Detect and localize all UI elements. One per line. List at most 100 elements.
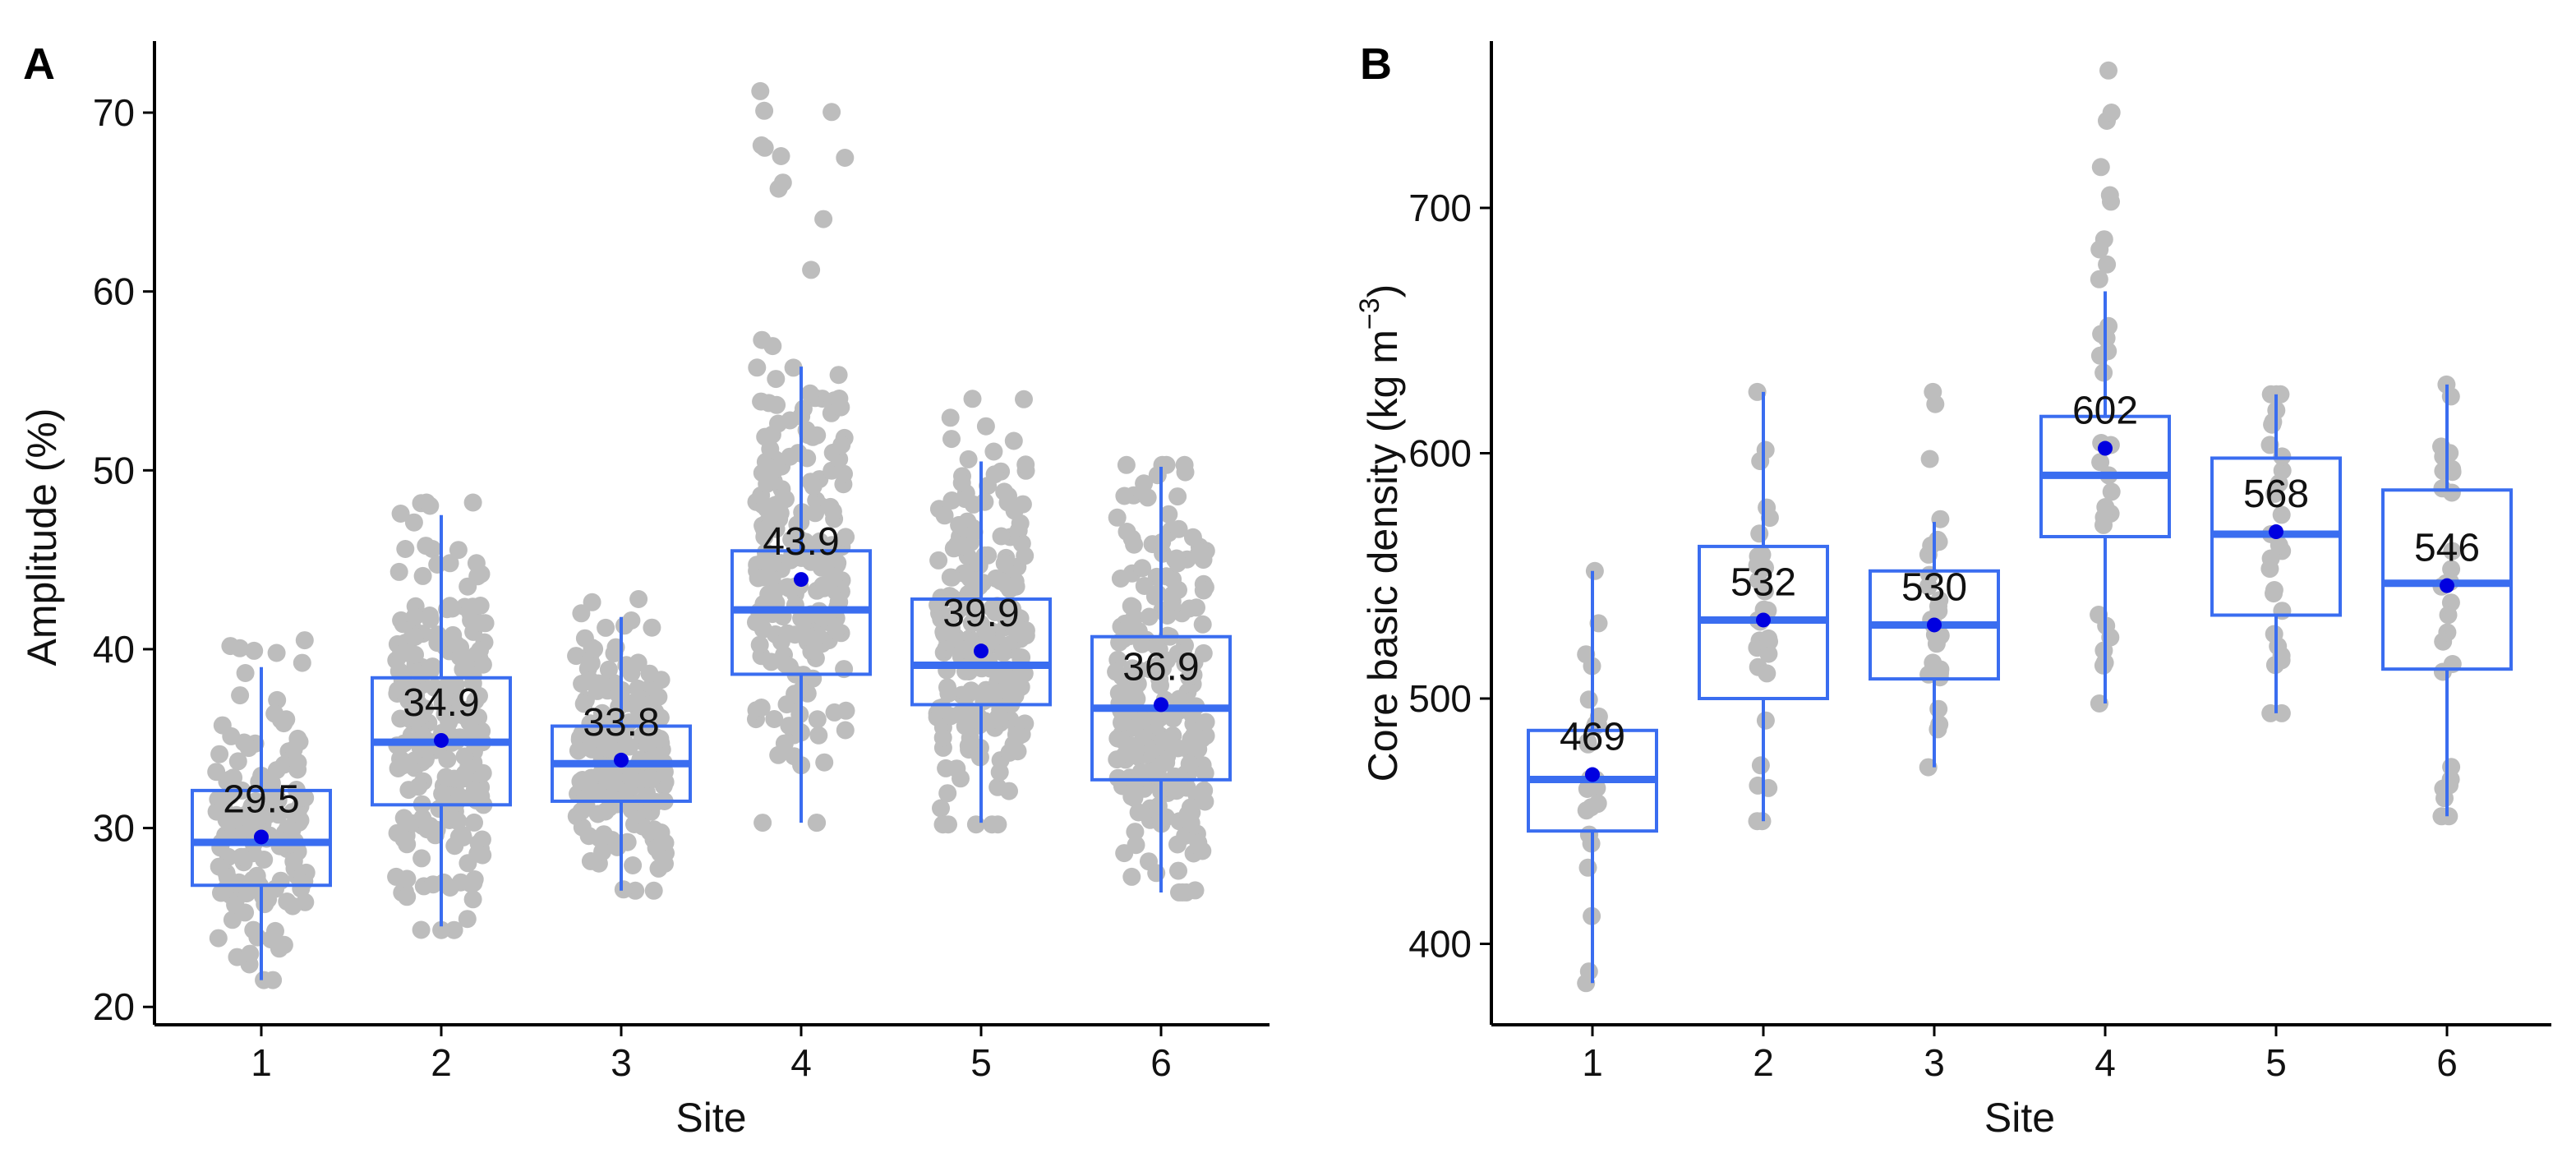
data-point bbox=[449, 541, 468, 560]
data-point bbox=[1126, 823, 1145, 842]
data-point bbox=[2443, 542, 2462, 560]
data-point bbox=[962, 614, 981, 633]
panel-b-means: 469 532 530 602 568 546 bbox=[1560, 390, 2480, 782]
data-point bbox=[230, 639, 249, 657]
data-point bbox=[587, 783, 606, 801]
mean-point bbox=[1927, 617, 1942, 633]
mean-point bbox=[434, 732, 449, 748]
data-point bbox=[1169, 861, 1187, 880]
data-point bbox=[767, 370, 786, 389]
data-point bbox=[780, 717, 799, 736]
data-point bbox=[939, 684, 958, 703]
data-point bbox=[959, 450, 978, 468]
data-point bbox=[933, 815, 952, 834]
data-point bbox=[466, 723, 485, 742]
data-point bbox=[2441, 387, 2460, 406]
data-point bbox=[809, 726, 828, 745]
x-tick-label: 3 bbox=[1924, 1041, 1945, 1084]
data-point bbox=[651, 730, 670, 748]
data-point bbox=[1135, 577, 1154, 595]
data-point bbox=[412, 849, 431, 868]
mean-point bbox=[1585, 767, 1600, 782]
data-point bbox=[271, 871, 290, 890]
data-point bbox=[952, 536, 971, 555]
mean-label: 530 bbox=[1901, 565, 1967, 609]
data-point bbox=[1168, 739, 1187, 758]
data-point bbox=[472, 565, 491, 583]
data-point bbox=[999, 612, 1018, 631]
data-point bbox=[443, 599, 462, 618]
data-point bbox=[1929, 720, 1947, 739]
data-point bbox=[421, 606, 439, 625]
mean-label: 546 bbox=[2414, 527, 2480, 570]
data-point bbox=[256, 895, 274, 914]
x-tick-label: 3 bbox=[611, 1041, 632, 1084]
data-point bbox=[1751, 452, 1770, 471]
mean-point bbox=[2269, 524, 2283, 540]
data-point bbox=[991, 708, 1009, 726]
data-point bbox=[270, 939, 288, 958]
data-point bbox=[640, 664, 659, 683]
data-point bbox=[1144, 658, 1163, 677]
y-tick-label: 50 bbox=[93, 449, 135, 491]
data-point bbox=[773, 173, 792, 192]
data-point bbox=[292, 879, 311, 898]
data-point bbox=[284, 852, 303, 871]
y-tick-label: 400 bbox=[1408, 922, 1472, 965]
y-tick-label: 40 bbox=[93, 628, 135, 671]
x-tick-label: 5 bbox=[970, 1041, 992, 1084]
data-point bbox=[792, 548, 811, 567]
data-point bbox=[932, 799, 950, 818]
data-point bbox=[998, 576, 1016, 595]
mean-point bbox=[1756, 612, 1771, 628]
data-point bbox=[1107, 662, 1126, 681]
data-point bbox=[2099, 61, 2117, 80]
iqr-box bbox=[910, 597, 1052, 707]
panel-a-points bbox=[207, 81, 1215, 989]
data-point bbox=[1176, 463, 1195, 482]
data-point bbox=[784, 358, 803, 377]
data-point bbox=[2269, 637, 2288, 656]
box-site-5 bbox=[910, 461, 1052, 823]
panel-b-x-axis-title: Site bbox=[1984, 1095, 2055, 1141]
data-point bbox=[1138, 488, 1157, 507]
data-point bbox=[389, 662, 408, 680]
data-point bbox=[572, 604, 591, 623]
data-point bbox=[446, 676, 465, 694]
data-point bbox=[772, 147, 790, 165]
data-point bbox=[629, 653, 647, 672]
data-point bbox=[643, 618, 661, 637]
x-tick-label: 4 bbox=[790, 1041, 812, 1084]
data-point bbox=[836, 149, 855, 167]
data-point bbox=[952, 473, 971, 492]
data-point bbox=[296, 788, 315, 807]
data-point bbox=[751, 81, 770, 100]
data-point bbox=[209, 929, 228, 948]
data-point bbox=[1926, 394, 1945, 413]
data-point bbox=[210, 745, 229, 763]
data-point bbox=[753, 620, 772, 639]
data-point bbox=[786, 625, 804, 644]
data-point bbox=[463, 666, 482, 685]
data-point bbox=[2438, 623, 2457, 642]
data-point bbox=[588, 681, 606, 700]
data-point bbox=[585, 639, 604, 658]
x-tick-label: 2 bbox=[431, 1041, 452, 1084]
data-point bbox=[2100, 186, 2119, 205]
data-point bbox=[644, 881, 663, 900]
data-point bbox=[1196, 792, 1214, 811]
y-tick-label: 30 bbox=[93, 807, 135, 850]
data-point bbox=[1760, 509, 1779, 528]
data-point bbox=[1108, 508, 1127, 527]
data-point bbox=[801, 473, 820, 491]
data-point bbox=[1153, 455, 1172, 474]
data-point bbox=[293, 653, 311, 672]
data-point bbox=[471, 597, 490, 615]
mean-point bbox=[1154, 697, 1168, 713]
data-point bbox=[652, 823, 670, 842]
data-point bbox=[463, 493, 482, 512]
data-point bbox=[449, 812, 468, 831]
data-point bbox=[1193, 615, 1212, 634]
data-point bbox=[752, 136, 771, 155]
